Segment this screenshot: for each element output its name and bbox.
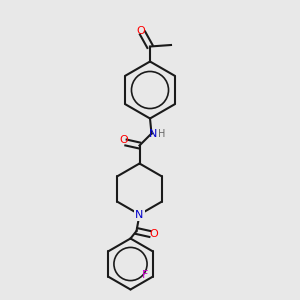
Text: F: F (142, 270, 148, 280)
Text: N: N (149, 128, 157, 139)
Text: O: O (149, 229, 158, 239)
Text: O: O (136, 26, 146, 37)
Text: O: O (119, 135, 128, 145)
Text: H: H (158, 128, 166, 139)
Text: N: N (135, 209, 144, 220)
